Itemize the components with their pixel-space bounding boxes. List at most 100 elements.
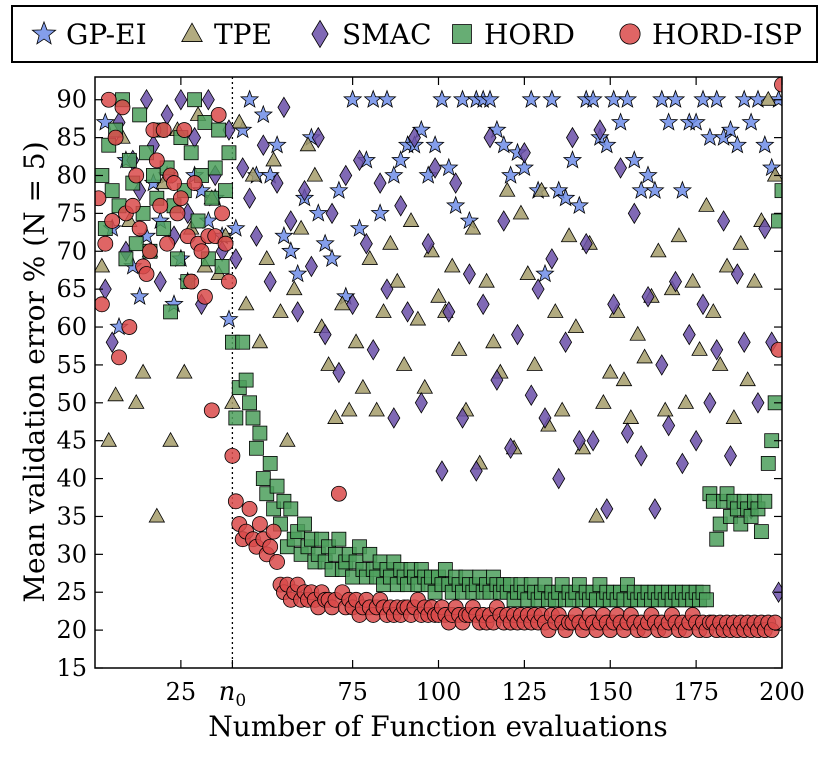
data-point-hord — [699, 592, 714, 608]
data-point-gp-ei — [720, 119, 741, 139]
legend-item-smac: SMAC — [311, 18, 432, 51]
y-tick-label: 55 — [56, 351, 87, 379]
data-point-smac — [655, 354, 669, 376]
data-point-tpe — [361, 250, 379, 265]
y-tick-label: 85 — [56, 124, 87, 152]
data-point-hord-isp — [104, 213, 121, 229]
data-point-gp-ei — [713, 127, 734, 146]
data-point-hord-isp — [262, 538, 279, 555]
data-point-gp-ei — [322, 248, 342, 268]
data-point-hord — [132, 107, 148, 123]
data-point-smac — [311, 126, 325, 149]
data-point-smac — [380, 278, 394, 300]
data-point-tpe — [560, 227, 578, 243]
data-point-smac — [614, 157, 628, 179]
data-point-smac — [483, 126, 497, 149]
y-tick-label: 35 — [56, 502, 87, 530]
data-point-tpe — [272, 303, 289, 318]
legend-marker-tpe — [181, 22, 203, 42]
data-point-hord — [135, 205, 151, 221]
data-point-hord-isp — [176, 122, 193, 138]
data-point-smac — [153, 270, 167, 293]
data-point-smac — [325, 202, 339, 225]
data-point-hord-isp — [251, 516, 268, 532]
data-point-smac — [689, 429, 703, 452]
data-point-tpe — [402, 212, 420, 227]
data-point-hord-isp — [224, 447, 241, 464]
data-point-tpe — [148, 507, 166, 523]
y-tick-label: 80 — [56, 162, 87, 190]
data-point-tpe — [230, 113, 248, 129]
data-point-gp-ei — [638, 165, 658, 184]
x-tick-label: 25 — [166, 678, 197, 706]
data-point-tpe — [450, 340, 468, 356]
data-point-gp-ei — [349, 218, 370, 237]
data-point-smac — [236, 157, 250, 179]
data-point-smac — [552, 467, 566, 490]
data-point-hord — [249, 440, 264, 456]
data-point-hord — [262, 456, 278, 471]
data-point-hord-isp — [241, 500, 258, 517]
data-point-smac — [620, 422, 634, 444]
data-point-smac — [428, 157, 442, 179]
data-point-hord-isp — [203, 402, 220, 419]
data-point-tpe — [629, 325, 647, 341]
data-point-tpe — [134, 363, 152, 379]
data-point-gp-ei — [411, 119, 431, 139]
data-point-smac — [339, 164, 353, 187]
data-point-smac — [524, 384, 538, 407]
data-point-hord-isp — [124, 197, 141, 214]
data-point-tpe — [519, 265, 537, 281]
data-point-hord-isp — [95, 190, 107, 207]
data-point-smac — [504, 437, 518, 460]
data-point-gp-ei — [281, 241, 301, 260]
data-point-gp-ei — [569, 195, 589, 215]
x-tick-label: 100 — [416, 678, 462, 706]
data-point-gp-ei — [95, 112, 115, 131]
data-point-hord-isp — [159, 235, 176, 252]
data-point-gp-ei — [487, 119, 507, 139]
legend-label: HORD-ISP — [652, 18, 802, 51]
data-point-tpe — [677, 393, 695, 409]
data-point-gp-ei — [336, 286, 356, 305]
data-point-tpe — [622, 409, 640, 424]
data-point-tpe — [705, 303, 722, 318]
data-point-hord — [163, 304, 178, 320]
data-point-hord-isp — [770, 341, 782, 358]
data-point-hord — [170, 251, 185, 267]
data-point-smac — [469, 460, 483, 482]
legend-marker-smac — [311, 19, 329, 49]
data-point-smac — [277, 96, 291, 119]
data-point-tpe — [375, 303, 392, 318]
x-tick-label: 125 — [501, 678, 547, 706]
data-point-tpe — [251, 333, 269, 349]
data-point-smac — [737, 331, 751, 353]
data-point-smac — [229, 248, 243, 270]
data-point-hord — [252, 425, 268, 441]
data-point-hord — [156, 221, 172, 236]
data-point-tpe — [478, 272, 495, 288]
data-point-hord — [214, 259, 230, 274]
data-point-smac — [490, 369, 504, 391]
data-point-gp-ei — [562, 150, 583, 169]
data-point-smac — [730, 263, 744, 285]
series-hord — [95, 92, 782, 608]
legend-item-hord-isp: HORD-ISP — [619, 18, 802, 51]
data-point-tpe — [553, 401, 571, 417]
data-point-smac — [421, 232, 435, 255]
data-point-hord-isp — [148, 152, 165, 169]
data-point-tpe — [107, 386, 124, 402]
data-point-tpe — [176, 363, 193, 379]
data-point-gp-ei — [288, 263, 308, 283]
data-point-smac — [579, 232, 593, 255]
data-point-gp-ei — [459, 210, 480, 230]
legend-frame — [11, 5, 818, 63]
data-point-hord-isp — [114, 99, 131, 116]
data-point-hord-isp — [166, 175, 182, 191]
data-point-hord — [145, 168, 161, 183]
data-point-smac — [641, 285, 655, 308]
data-point-smac — [634, 445, 648, 467]
data-point-hord — [331, 531, 347, 547]
data-point-gp-ei — [480, 89, 500, 108]
data-point-gp-ei — [343, 89, 363, 108]
